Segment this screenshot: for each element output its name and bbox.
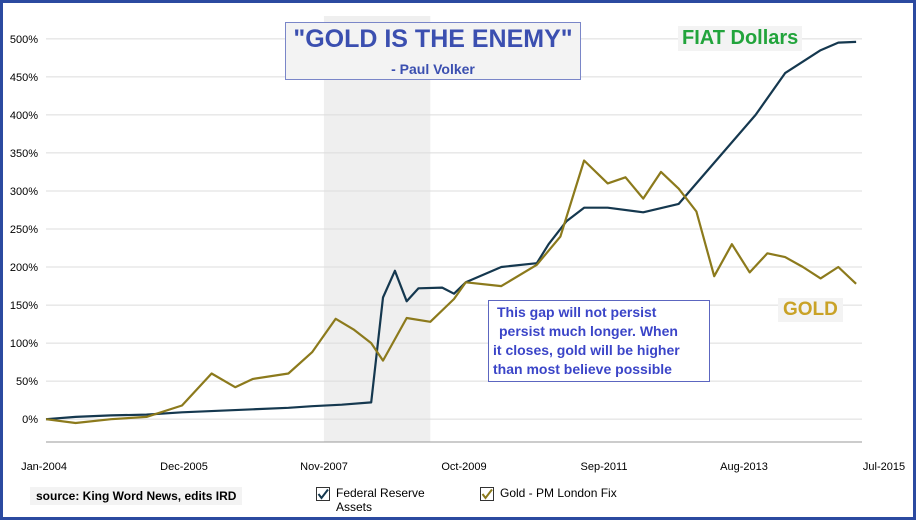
x-tick-label: Jan-2004 bbox=[21, 461, 67, 473]
fiat-dollars-label: FIAT Dollars bbox=[678, 26, 803, 51]
y-tick-label: 250% bbox=[10, 224, 38, 236]
y-tick-label: 350% bbox=[10, 148, 38, 160]
legend-item-fed: Federal Reserve Assets bbox=[316, 486, 425, 514]
y-tick-label: 50% bbox=[16, 376, 38, 388]
chart-subtitle: - Paul Volker bbox=[391, 61, 475, 77]
x-tick-labels: Jan-2004 Dec-2005 Nov-2007 Oct-2009 Sep-2011… bbox=[21, 461, 905, 473]
grid-layer bbox=[46, 38, 862, 420]
gold-label: GOLD bbox=[778, 298, 843, 322]
x-tick-label: Dec-2005 bbox=[160, 461, 208, 473]
y-tick-label: 200% bbox=[10, 262, 38, 274]
y-tick-label: 0% bbox=[22, 414, 38, 426]
x-tick-label: Sep-2011 bbox=[581, 461, 628, 473]
y-tick-label: 300% bbox=[10, 186, 38, 198]
legend-swatch-icon bbox=[316, 487, 330, 501]
y-tick-label: 400% bbox=[10, 110, 38, 122]
title-box: "GOLD IS THE ENEMY" - Paul Volker bbox=[285, 22, 581, 80]
annotation-line: persist much longer. When bbox=[499, 323, 678, 339]
legend-label: Gold - PM London Fix bbox=[500, 486, 617, 500]
gold-price-line bbox=[45, 159, 857, 425]
y-tick-label: 100% bbox=[10, 338, 38, 350]
chart-title: "GOLD IS THE ENEMY" bbox=[293, 25, 573, 53]
annotation-line: than most believe possible bbox=[493, 361, 672, 377]
y-tick-label: 150% bbox=[10, 300, 38, 312]
y-tick-label: 450% bbox=[10, 72, 38, 84]
legend-label: Assets bbox=[336, 500, 373, 514]
legend-item-gold: Gold - PM London Fix bbox=[480, 486, 617, 501]
x-tick-label: Jul-2015 bbox=[863, 461, 905, 473]
source-note: source: King Word News, edits IRD bbox=[30, 487, 243, 505]
x-tick-label: Nov-2007 bbox=[300, 461, 348, 473]
fed-assets-line bbox=[45, 40, 857, 421]
annotation-line: it closes, gold will be higher bbox=[493, 342, 680, 358]
legend-label: Federal Reserve bbox=[336, 486, 425, 500]
y-tick-labels: 0% 50% 100% 150% 200% 250% 300% 350% 400% 450% 500… bbox=[10, 34, 38, 426]
y-tick-label: 500% bbox=[10, 34, 38, 46]
legend-swatch-icon bbox=[480, 487, 494, 501]
x-tick-label: Oct-2009 bbox=[441, 461, 486, 473]
annotation-line: This gap will not persist bbox=[497, 304, 657, 320]
series-layer bbox=[45, 40, 857, 425]
gap-annotation: This gap will not persist persist much l… bbox=[488, 300, 710, 382]
x-tick-label: Aug-2013 bbox=[720, 461, 768, 473]
